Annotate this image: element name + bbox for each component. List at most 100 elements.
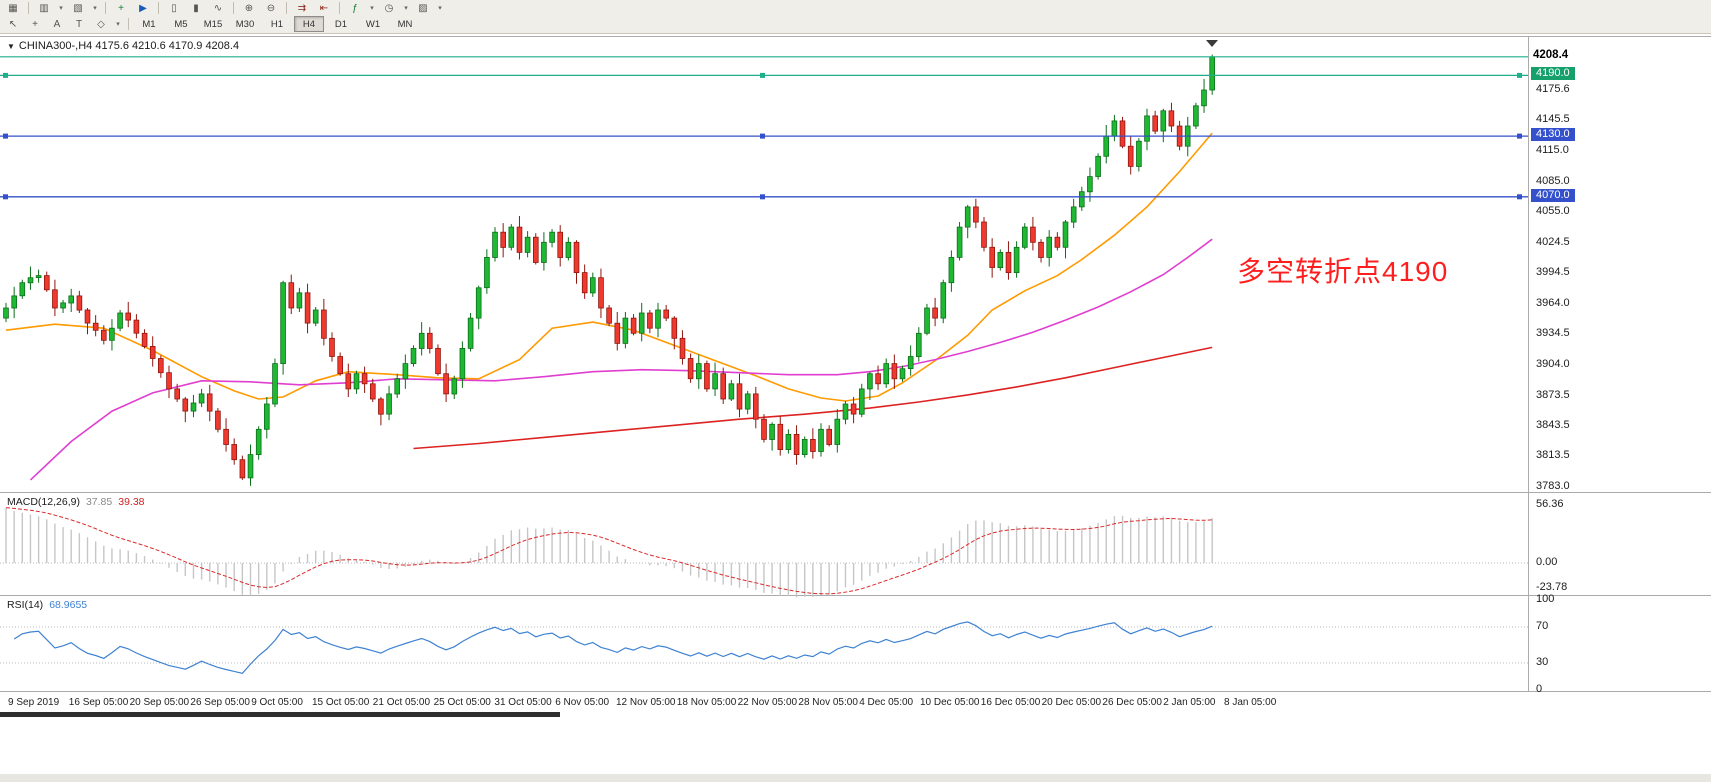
time-label: 9 Sep 2019	[8, 697, 60, 708]
time-label: 31 Oct 05:00	[494, 697, 552, 708]
price-tick: 4024.5	[1536, 235, 1570, 248]
macd-scale-tick: 0.00	[1536, 556, 1558, 568]
timeframe-mn[interactable]: MN	[397, 18, 413, 30]
toolbar-separator	[128, 18, 129, 30]
hline-handle	[1517, 194, 1522, 200]
cursor-tool-icon[interactable]: ↖	[8, 18, 18, 30]
hline-handle	[3, 133, 8, 139]
hline-handle	[760, 194, 765, 200]
shapes-dropdown-icon[interactable]: ▾	[116, 21, 120, 28]
zoom-out-icon[interactable]: ⊖	[266, 2, 276, 14]
hline-4070[interactable]	[0, 194, 1528, 200]
time-axis[interactable]: 9 Sep 2019 16 Sep 05:00 20 Sep 05:00 26 Sep…	[8, 697, 1277, 708]
time-label: 10 Dec 05:00	[920, 697, 980, 708]
rsi-line	[13, 621, 1213, 674]
timeframe-m5[interactable]: M5	[174, 18, 188, 30]
candles	[3, 54, 1216, 486]
label-tool-icon[interactable]: T	[75, 18, 83, 30]
bar-chart-icon[interactable]: ▯	[171, 2, 177, 14]
timeframe-d1[interactable]: D1	[334, 18, 348, 30]
new-order-icon[interactable]: +	[118, 2, 124, 14]
hline-handle	[1517, 133, 1522, 139]
crosshair-tool-icon[interactable]: +	[32, 18, 38, 30]
time-label: 16 Dec 05:00	[981, 697, 1041, 708]
time-label: 8 Jan 05:00	[1224, 697, 1277, 708]
timeframe-m30[interactable]: M30	[235, 18, 255, 30]
timeframe-w1[interactable]: W1	[365, 18, 381, 30]
time-label: 2 Jan 05:00	[1163, 697, 1216, 708]
hline-handle	[3, 72, 8, 78]
timeframe-h4[interactable]: H4	[294, 16, 324, 32]
ma-slow-red	[413, 346, 1213, 450]
new-chart-icon[interactable]: ▥	[39, 2, 49, 14]
timeframe-h1[interactable]: H1	[270, 18, 284, 30]
toolbar-separator	[233, 2, 234, 14]
time-label: 4 Dec 05:00	[859, 697, 913, 708]
hline-handle	[1517, 72, 1522, 78]
hline-handle	[760, 72, 765, 78]
rsi-label: RSI(14) 68.9655	[7, 599, 87, 611]
price-tick: 3783.0	[1536, 480, 1570, 492]
periods-icon[interactable]: ◷	[384, 2, 394, 14]
periods-dropdown-icon[interactable]: ▾	[404, 5, 408, 12]
chart-shift-icon[interactable]: ⇤	[319, 2, 329, 14]
current-price-label: 4208.4	[1533, 48, 1569, 61]
price-tick: 4115.0	[1536, 144, 1569, 157]
indicators-icon[interactable]: ƒ	[352, 2, 358, 14]
profiles-dropdown-icon[interactable]: ▾	[93, 5, 97, 12]
hline-handle	[760, 133, 765, 139]
timeframe-m1[interactable]: M1	[142, 18, 156, 30]
rsi-scale-tick: 100	[1536, 593, 1555, 605]
toolbar-row-standard: ▦ ▥ ▾ ▧ ▾ + ▶ ▯ ▮ ∿ ⊕ ⊖ ⇉ ⇤ ƒ ▾ ◷ ▾ ▨ ▾	[0, 0, 1711, 16]
price-badge-4070.0: 4070.0	[1531, 188, 1575, 202]
rsi-scale-tick: 70	[1536, 620, 1549, 632]
new-chart-dropdown-icon[interactable]: ▾	[59, 5, 63, 12]
price-tick: 3904.0	[1536, 357, 1570, 370]
macd-value-main: 37.85	[85, 496, 113, 508]
autotrading-icon[interactable]: ▶	[139, 2, 147, 14]
time-label: 21 Oct 05:00	[373, 697, 431, 708]
h-scrollbar-thumb[interactable]	[0, 712, 560, 717]
candlestick-icon[interactable]: ▮	[193, 2, 199, 14]
toolbar-separator	[105, 2, 106, 14]
price-scale[interactable]: 4175.6 4145.5 4115.0 4085.0 4055.0 4024.5 3994…	[1528, 36, 1711, 718]
zoom-in-icon[interactable]: ⊕	[244, 2, 254, 14]
price-tick: 4175.6	[1536, 83, 1570, 95]
toolbar-separator	[28, 2, 29, 14]
toolbar-row-timeframes: ↖ + A T ◇ ▾ M1 M5 M15 M30 H1 H4 D1 W1 MN	[0, 16, 1711, 32]
line-chart-icon[interactable]: ∿	[213, 2, 223, 14]
rsi-name: RSI(14)	[7, 599, 44, 611]
rsi-value: 68.9655	[49, 599, 88, 611]
profiles-icon[interactable]: ▧	[73, 2, 83, 14]
chart-canvas[interactable]: 9 Sep 2019 16 Sep 05:00 20 Sep 05:00 26 Sep…	[0, 36, 1711, 718]
hline-4130[interactable]	[0, 133, 1528, 139]
templates-dropdown-icon[interactable]: ▾	[438, 5, 442, 12]
price-tick: 4055.0	[1536, 204, 1570, 217]
auto-scroll-icon[interactable]: ⇉	[297, 2, 307, 14]
price-tick: 3994.5	[1536, 266, 1570, 279]
macd-name: MACD(12,26,9)	[7, 496, 80, 508]
macd-label: MACD(12,26,9) 37.85 39.38	[7, 496, 145, 508]
annotation-text: 多空转折点4190	[1237, 256, 1449, 287]
time-label: 12 Nov 05:00	[616, 697, 676, 708]
timeframe-m15[interactable]: M15	[203, 18, 223, 30]
indicators-dropdown-icon[interactable]: ▾	[370, 5, 374, 12]
ma-fast-orange	[5, 132, 1213, 402]
chart-grid-icon[interactable]: ▦	[8, 2, 18, 14]
time-label: 15 Oct 05:00	[312, 697, 370, 708]
price-tick: 3934.5	[1536, 326, 1570, 339]
chart-collapse-icon[interactable]: ▼	[7, 42, 15, 51]
hline-4190[interactable]	[0, 72, 1528, 78]
shapes-tool-icon[interactable]: ◇	[97, 18, 105, 30]
time-label: 22 Nov 05:00	[738, 697, 798, 708]
price-tick: 4085.0	[1536, 174, 1570, 187]
toolbar-separator	[286, 2, 287, 14]
templates-icon[interactable]: ▨	[418, 2, 428, 14]
macd-histogram	[5, 507, 1213, 598]
time-label: 26 Dec 05:00	[1102, 697, 1162, 708]
chart-title: CHINA300-,H4 4175.6 4210.6 4170.9 4208.4	[18, 40, 240, 52]
ma-mid-magenta	[29, 238, 1213, 481]
chart-title-bar: ▼ CHINA300-,H4 4175.6 4210.6 4170.9 4208.…	[7, 40, 239, 52]
text-tool-icon[interactable]: A	[53, 18, 61, 30]
